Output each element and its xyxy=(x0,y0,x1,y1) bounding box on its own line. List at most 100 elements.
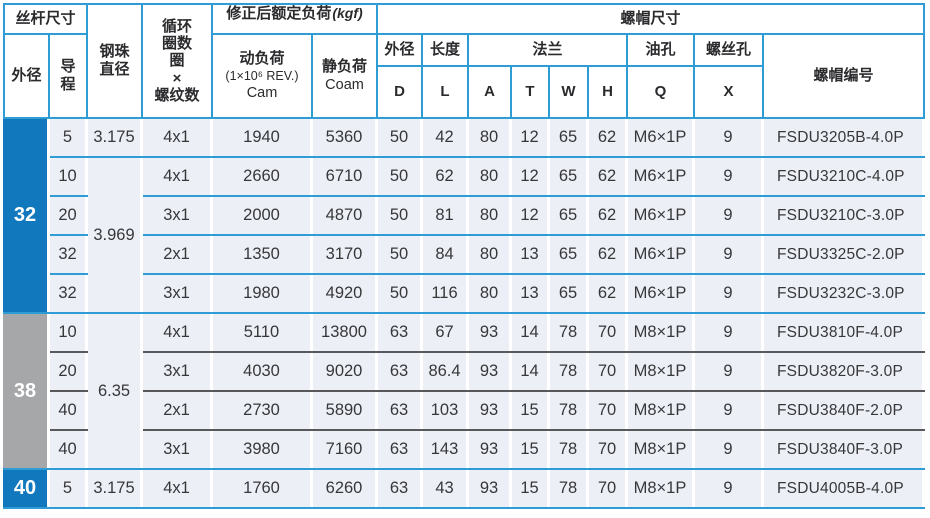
cell: 86.4 xyxy=(423,353,469,390)
cell: 13 xyxy=(512,275,550,312)
part-number: FSDU3210C-4.0P xyxy=(764,158,925,195)
cell: 70 xyxy=(589,470,628,507)
cell: 3x1 xyxy=(143,431,213,468)
cell: 78 xyxy=(550,392,589,429)
cell: 9 xyxy=(695,392,764,429)
divider xyxy=(50,429,88,431)
cell: 3x1 xyxy=(143,197,213,234)
cell: M6×1P xyxy=(628,275,695,312)
header-static-load-coam: Coam xyxy=(325,76,364,93)
cell: 9020 xyxy=(313,353,378,390)
cell: 2x1 xyxy=(143,236,213,273)
part-number: FSDU3840F-2.0P xyxy=(764,392,925,429)
cell: 62 xyxy=(589,158,628,195)
col-letter-H: H xyxy=(589,67,628,117)
part-number: FSDU3232C-3.0P xyxy=(764,275,925,312)
cell: 9 xyxy=(695,197,764,234)
cell: 4x1 xyxy=(143,119,213,156)
part-number: FSDU3205B-4.0P xyxy=(764,119,925,156)
cell: 78 xyxy=(550,470,589,507)
cell: 6710 xyxy=(313,158,378,195)
cell: 9 xyxy=(695,158,764,195)
cell: 12 xyxy=(512,119,550,156)
cell: 15 xyxy=(512,470,550,507)
cell: 4x1 xyxy=(143,314,213,351)
cell: 78 xyxy=(550,353,589,390)
ball-screw-spec-table: 丝杆尺寸 钢珠 直径 循环 圈数 圈 × 螺纹数 修正后额定负荷 (kgf) 螺… xyxy=(3,3,925,509)
cell: 63 xyxy=(378,353,423,390)
cell: 9 xyxy=(695,275,764,312)
cell: 2x1 xyxy=(143,392,213,429)
cell: M6×1P xyxy=(628,236,695,273)
cell: 62 xyxy=(589,119,628,156)
part-number: FSDU3810F-4.0P xyxy=(764,314,925,351)
cell-ball-diameter-span: 3.969 xyxy=(88,158,143,312)
cell: 13 xyxy=(512,236,550,273)
header-corrected-load-unit: (kgf) xyxy=(332,5,363,21)
header-outer-diameter: 外径 xyxy=(3,35,50,117)
divider xyxy=(50,234,88,236)
cell: 80 xyxy=(469,119,512,156)
cell: 50 xyxy=(378,158,423,195)
cell: 5110 xyxy=(213,314,313,351)
cell: 4x1 xyxy=(143,470,213,507)
cell: 6260 xyxy=(313,470,378,507)
cell: 67 xyxy=(423,314,469,351)
cell: 4870 xyxy=(313,197,378,234)
cell: 93 xyxy=(469,431,512,468)
header-lead: 导 程 xyxy=(50,35,88,117)
cell: M6×1P xyxy=(628,158,695,195)
header-nut-od: 外径 xyxy=(378,35,423,65)
cell: 2660 xyxy=(213,158,313,195)
cell: 80 xyxy=(469,275,512,312)
cell: 5 xyxy=(50,470,88,507)
cell: 12 xyxy=(512,158,550,195)
cell: 14 xyxy=(512,353,550,390)
cell: 20 xyxy=(50,197,88,234)
cell: 1350 xyxy=(213,236,313,273)
cell: 84 xyxy=(423,236,469,273)
cell: 4030 xyxy=(213,353,313,390)
cell: M8×1P xyxy=(628,470,695,507)
header-corrected-load: 修正后额定负荷 (kgf) xyxy=(213,5,378,33)
header-circuits: 循环 圈数 圈 × 螺纹数 xyxy=(143,5,213,117)
header-oil-hole: 油孔 xyxy=(628,35,695,65)
cell: 78 xyxy=(550,314,589,351)
header-dynamic-load: 动负荷 (1×10⁶ REV.) Cam xyxy=(213,35,313,117)
cell: 70 xyxy=(589,314,628,351)
header-nut-number: 螺帽编号 xyxy=(764,35,925,117)
cell: 116 xyxy=(423,275,469,312)
cell: 40 xyxy=(50,431,88,468)
cell: 3170 xyxy=(313,236,378,273)
divider xyxy=(143,351,925,353)
cell: 15 xyxy=(512,431,550,468)
divider xyxy=(3,468,925,470)
divider xyxy=(143,390,925,392)
divider xyxy=(50,273,88,275)
divider xyxy=(3,312,925,314)
divider xyxy=(143,234,925,236)
cell: 93 xyxy=(469,353,512,390)
cell: 93 xyxy=(469,314,512,351)
cell: 7160 xyxy=(313,431,378,468)
cell: 20 xyxy=(50,353,88,390)
cell: M8×1P xyxy=(628,431,695,468)
divider xyxy=(143,429,925,431)
cell: 13800 xyxy=(313,314,378,351)
cell: 1980 xyxy=(213,275,313,312)
cell: 9 xyxy=(695,470,764,507)
cell: 5 xyxy=(50,119,88,156)
cell: 80 xyxy=(469,158,512,195)
cell: 10 xyxy=(50,314,88,351)
part-number: FSDU4005B-4.0P xyxy=(764,470,925,507)
divider xyxy=(50,156,925,158)
cell: 80 xyxy=(469,236,512,273)
cell: 9 xyxy=(695,236,764,273)
part-number: FSDU3840F-3.0P xyxy=(764,431,925,468)
col-letter-T: T xyxy=(512,67,550,117)
cell: 4920 xyxy=(313,275,378,312)
cell: 15 xyxy=(512,392,550,429)
cell: 103 xyxy=(423,392,469,429)
cell: 40 xyxy=(50,392,88,429)
cell: 50 xyxy=(378,197,423,234)
